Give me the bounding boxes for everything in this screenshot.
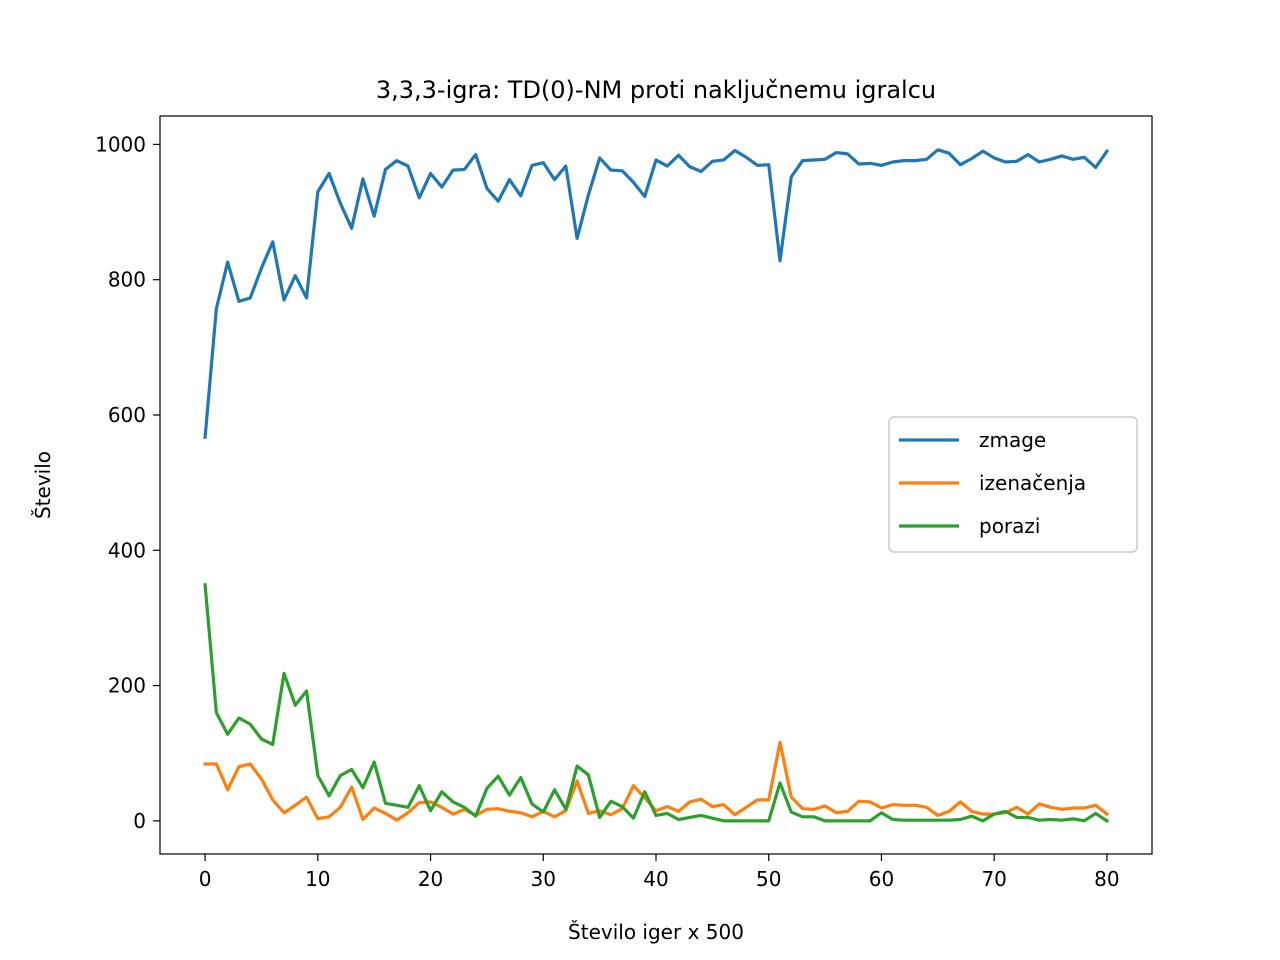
y-axis: 0 200 400 600 800 1000 (95, 132, 160, 833)
series-line-0 (203, 148, 1110, 440)
y-tick-label: 200 (108, 674, 146, 698)
y-tick-label: 0 (133, 809, 146, 833)
y-tick-label: 1000 (95, 132, 146, 156)
legend-label-1: izenačenja (979, 471, 1086, 495)
legend-box (888, 416, 1138, 553)
legend-label-0: zmage (979, 428, 1046, 452)
series-line-1 (203, 740, 1110, 822)
x-tick-label: 10 (305, 867, 330, 891)
x-tick-label: 80 (1094, 867, 1119, 891)
x-tick-label: 50 (756, 867, 781, 891)
x-axis: 0 10 20 30 40 50 60 70 80 (199, 854, 1120, 891)
x-tick-label: 60 (869, 867, 894, 891)
series-line-2 (203, 583, 1110, 824)
x-tick-label: 40 (643, 867, 668, 891)
x-tick-label: 0 (199, 867, 212, 891)
y-tick-label: 600 (108, 403, 146, 427)
chart-title: 3,3,3-igra: TD(0)-NM proti naključnemu i… (376, 76, 936, 104)
x-tick-label: 70 (981, 867, 1006, 891)
y-tick-label: 800 (108, 268, 146, 292)
legend-label-2: porazi (979, 514, 1040, 538)
y-axis-label: Število (31, 451, 55, 519)
legend: zmage izenačenja porazi (888, 416, 1138, 553)
plot-series (203, 148, 1110, 824)
x-axis-label: Število iger x 500 (568, 920, 744, 944)
x-tick-label: 20 (418, 867, 443, 891)
x-tick-label: 30 (531, 867, 556, 891)
y-tick-label: 400 (108, 538, 146, 562)
